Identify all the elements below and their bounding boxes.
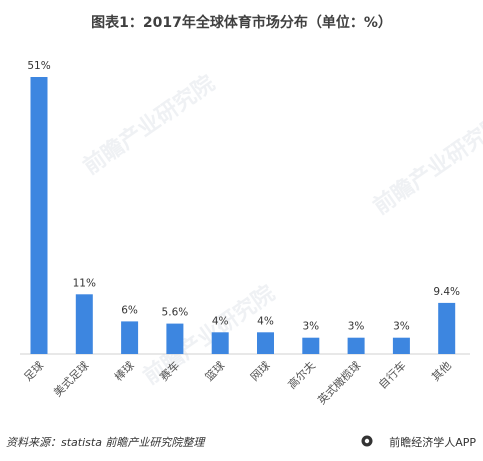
footer-source: 资料来源：statista 前瞻产业研究院整理: [6, 436, 206, 449]
category-label-8: 自行车: [375, 358, 408, 391]
category-label-6: 高尔夫: [285, 358, 318, 391]
data-label-4: 4%: [212, 315, 229, 327]
watermark-layer: 前瞻产业研究院 前瞻产业研究院 前瞻产业研究院: [79, 70, 483, 390]
bar-7: [347, 337, 365, 354]
category-label-4: 篮球: [202, 358, 227, 383]
data-label-7: 3%: [348, 321, 365, 333]
bars-group: 51%足球11%美式足球6%棒球5.6%赛车4%篮球4%网球3%高尔夫3%英式橄…: [21, 60, 460, 407]
data-label-1: 11%: [73, 277, 96, 289]
bar-0: [30, 77, 48, 354]
category-label-1: 美式足球: [51, 358, 92, 399]
bar-5: [257, 332, 274, 354]
bar-3: [166, 323, 184, 354]
category-label-7: 英式橄榄球: [315, 358, 364, 407]
bar-6: [302, 337, 320, 354]
category-label-0: 足球: [21, 358, 46, 383]
data-label-5: 4%: [257, 315, 274, 327]
bar-9: [438, 302, 456, 354]
category-label-2: 棒球: [111, 358, 136, 383]
data-label-9: 9.4%: [433, 286, 460, 298]
brand-logo-icon: [361, 435, 373, 447]
bar-8: [392, 337, 410, 354]
data-label-6: 3%: [302, 321, 319, 333]
footer-brand: 前瞻经济学人APP: [389, 435, 476, 449]
data-label-8: 3%: [393, 321, 410, 333]
category-label-9: 其他: [429, 359, 454, 384]
bar-4: [211, 332, 229, 354]
data-label-0: 51%: [27, 60, 50, 72]
chart-title: 图表1：2017年全球体育市场分布（单位：%）: [91, 14, 392, 31]
bar-1: [75, 294, 93, 354]
watermark-1: 前瞻产业研究院: [79, 70, 220, 180]
category-label-5: 网球: [247, 358, 272, 383]
data-label-3: 5.6%: [162, 307, 189, 319]
watermark-2: 前瞻产业研究院: [369, 110, 483, 220]
footer: 资料来源：statista 前瞻产业研究院整理 前瞻经济学人APP: [6, 435, 476, 449]
bar-2: [121, 321, 139, 354]
data-label-2: 6%: [121, 304, 138, 316]
